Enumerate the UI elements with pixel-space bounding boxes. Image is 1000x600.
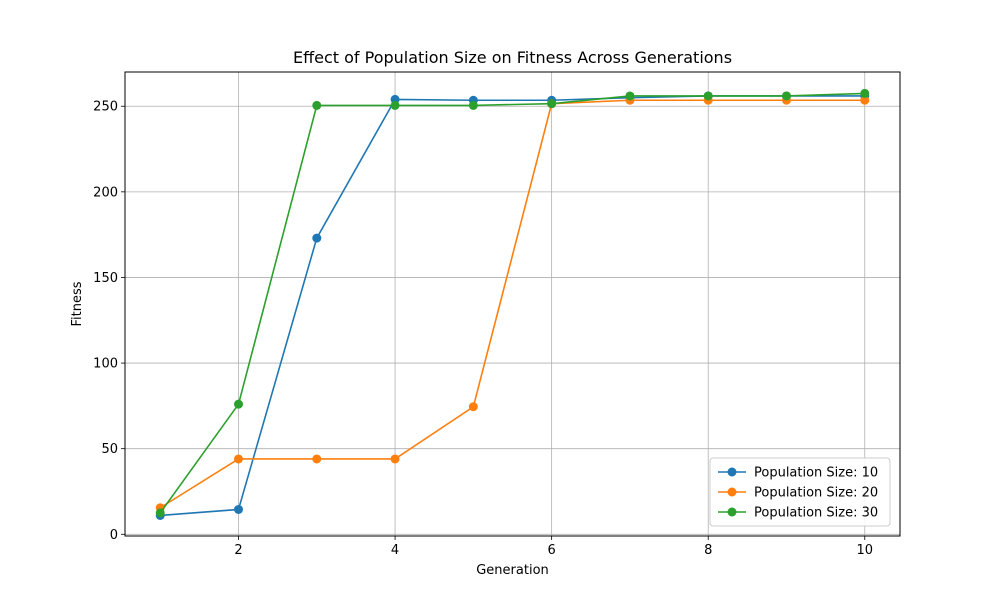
y-tick-label: 100: [93, 357, 118, 372]
legend-box: [709, 457, 891, 527]
data-point: [625, 91, 635, 101]
legend-marker: [727, 507, 737, 517]
series-line: [159, 92, 865, 514]
y-tick-label: 50: [101, 442, 118, 457]
data-point: [390, 100, 400, 110]
x-axis-ticks: 2 4 6 8 10: [234, 536, 873, 558]
legend-marker: [727, 487, 737, 497]
series-3: [155, 88, 870, 518]
y-tick-label: 150: [93, 271, 118, 286]
series-2: [155, 95, 870, 513]
chart-title: Effect of Population Size on Fitness Acr…: [293, 48, 732, 67]
data-point: [781, 91, 791, 101]
series-line: [159, 99, 865, 509]
legend-label: Population Size: 10: [754, 466, 878, 481]
data-point: [155, 508, 165, 518]
legend: Population Size: 10 Population Size: 20 Po…: [709, 457, 891, 527]
x-tick-label: 6: [548, 543, 556, 558]
data-point: [860, 88, 870, 98]
series-lines: [155, 88, 870, 520]
data-point: [234, 504, 244, 514]
plot-frame: [124, 71, 901, 537]
x-tick-label: 8: [704, 543, 712, 558]
data-point: [390, 454, 400, 464]
x-tick-label: 2: [234, 543, 242, 558]
legend-item: Population Size: 10: [718, 466, 878, 481]
series-line: [160, 95, 865, 517]
y-axis-ticks: 0 50 100 150 200 250: [93, 100, 125, 543]
series-1: [155, 91, 870, 520]
data-point: [312, 233, 322, 243]
grid: [125, 72, 900, 536]
x-tick-label: 4: [391, 543, 399, 558]
legend-item: Population Size: 30: [718, 506, 878, 521]
data-point: [468, 100, 478, 110]
legend-marker: [727, 467, 737, 477]
data-point: [312, 100, 322, 110]
y-tick-label: 0: [110, 528, 118, 543]
legend-label: Population Size: 30: [754, 506, 878, 521]
legend-label: Population Size: 20: [754, 486, 878, 501]
x-tick-label: 10: [856, 543, 873, 558]
x-axis-label: Generation: [476, 563, 549, 578]
legend-item: Population Size: 20: [718, 486, 878, 501]
data-point: [234, 454, 244, 464]
y-axis-label: Fitness: [70, 281, 85, 326]
data-point: [468, 402, 478, 412]
data-point: [703, 91, 713, 101]
data-point: [234, 399, 244, 409]
data-point: [547, 99, 557, 109]
y-tick-label: 250: [93, 100, 118, 115]
data-point: [860, 95, 870, 105]
data-point: [312, 454, 322, 464]
y-tick-label: 200: [93, 185, 118, 200]
